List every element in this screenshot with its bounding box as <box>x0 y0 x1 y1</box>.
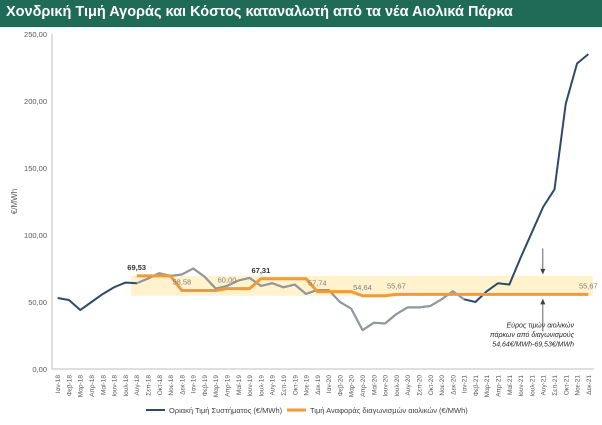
x-tick-label: Ιαν-20 <box>326 375 333 394</box>
annotation-arrowhead-bottom <box>540 298 546 305</box>
x-tick-label: Ιουν-21 <box>518 375 525 397</box>
x-tick-label: Αυγ-21 <box>541 375 548 396</box>
data-label: 69,53 <box>127 263 146 272</box>
x-tick-label: Μαρ-20 <box>349 375 356 398</box>
x-tick-label: Οκτ-18 <box>157 375 164 396</box>
x-tick-label: Ιουλ-18 <box>123 375 130 397</box>
x-tick-label: Φεβ-21 <box>473 375 480 397</box>
x-tick-label: Ιουν-18 <box>112 375 119 397</box>
data-label: 55,67 <box>579 281 598 290</box>
series-line-system-price-band-segment <box>136 267 465 332</box>
x-tick-label: Ιουλ-21 <box>529 375 536 397</box>
annotation-text: πάρκων από διαγωνισμούς <box>490 331 575 339</box>
y-tick-label: 150,00 <box>24 164 47 173</box>
title-banner: Χονδρική Τιμή Αγοράς και Κόστος καταναλω… <box>0 0 602 27</box>
data-label: 55,67 <box>387 281 406 290</box>
x-tick-label: Ιαν-19 <box>191 375 198 394</box>
x-tick-label: Δεκ-18 <box>179 375 186 395</box>
data-label: 67,31 <box>252 266 271 275</box>
y-tick-label: 50,00 <box>28 298 47 307</box>
x-tick-label: Σεπ-19 <box>281 375 288 396</box>
data-label: 60,00 <box>218 276 237 285</box>
x-tick-label: Αυγ-19 <box>270 375 277 396</box>
x-tick-label: Οκτ-19 <box>292 375 299 396</box>
x-tick-label: Αυγ-20 <box>405 375 412 396</box>
x-tick-label: Δεκ-21 <box>586 375 593 395</box>
x-tick-label: Απρ-18 <box>89 375 96 397</box>
y-tick-label: 0,00 <box>32 365 47 374</box>
y-tick-label: 100,00 <box>24 231 47 240</box>
x-tick-label: Σεπ-21 <box>552 375 559 396</box>
x-tick-label: Απρ-19 <box>225 375 232 397</box>
x-tick-label: Απρ-20 <box>360 375 367 397</box>
legend-label-wind-reference: Τιμή Αναφοράς διαγωνισμών αιολικών (€/MW… <box>310 406 468 415</box>
x-tick-label: Νοε-18 <box>168 375 175 396</box>
x-tick-label: Δεκ-20 <box>450 375 457 395</box>
x-tick-label: Νοε-21 <box>575 375 582 396</box>
x-tick-label: Ιουν-20 <box>383 375 390 397</box>
y-tick-label: 200,00 <box>24 97 47 106</box>
annotation-text: 54,64€/MWh-69,53€/MWh <box>492 341 574 348</box>
legend-label-system-price: Οριακή Τιμή Συστήματος (€/MWh) <box>169 406 283 415</box>
x-tick-label: Μαϊ-21 <box>507 375 514 395</box>
x-tick-label: Φεβ-19 <box>202 375 209 397</box>
x-tick-label: Ιαν-21 <box>462 375 469 394</box>
x-tick-label: Απρ-21 <box>496 375 503 397</box>
x-tick-label: Σεπ-18 <box>145 375 152 396</box>
series-line-wind-reference <box>136 274 589 298</box>
y-tick-label: 250,00 <box>24 30 47 39</box>
x-tick-label: Μαϊ-18 <box>100 375 107 395</box>
x-tick-label: Σεπ-20 <box>416 375 423 396</box>
x-tick-label: Ιουλ-20 <box>394 375 401 397</box>
annotation-arrowhead-top <box>540 268 546 275</box>
x-tick-label: Μαϊ-19 <box>236 375 243 395</box>
annotation-text: Εύρος τιμών αιολικών <box>507 321 575 329</box>
page-title: Χονδρική Τιμή Αγοράς και Κόστος καταναλω… <box>6 4 513 20</box>
x-tick-label: Αυγ-18 <box>134 375 141 396</box>
x-tick-label: Νοε-20 <box>439 375 446 396</box>
line-chart: 0,00 50,00 100,00 150,00 200,00 250,00 €/MWh Ια… <box>10 30 598 415</box>
data-label: 57,74 <box>308 279 327 288</box>
x-tick-label: Μαρ-19 <box>213 375 220 398</box>
x-tick-label: Οκτ-20 <box>428 375 435 396</box>
data-label: 58,58 <box>172 278 191 287</box>
x-tick-label: Νοε-19 <box>304 375 311 396</box>
x-tick-label: Φεβ-20 <box>337 375 344 397</box>
x-tick-label: Μαρ-21 <box>484 375 491 398</box>
x-tick-label: Ιουλ-19 <box>258 375 265 397</box>
data-label: 54,64 <box>353 283 372 292</box>
x-tick-label: Μαρ-18 <box>78 375 85 398</box>
x-tick-label: Οκτ-21 <box>563 375 570 396</box>
x-tick-label: Μαϊ-20 <box>371 375 378 395</box>
y-axis-label: €/MWh <box>10 189 19 214</box>
x-tick-label: Ιουν-19 <box>247 375 254 397</box>
range-band <box>131 275 593 296</box>
x-tick-label: Ιαν-18 <box>55 375 62 394</box>
x-tick-label: Δεκ-19 <box>315 375 322 395</box>
x-tick-label: Φεβ-18 <box>66 375 73 397</box>
